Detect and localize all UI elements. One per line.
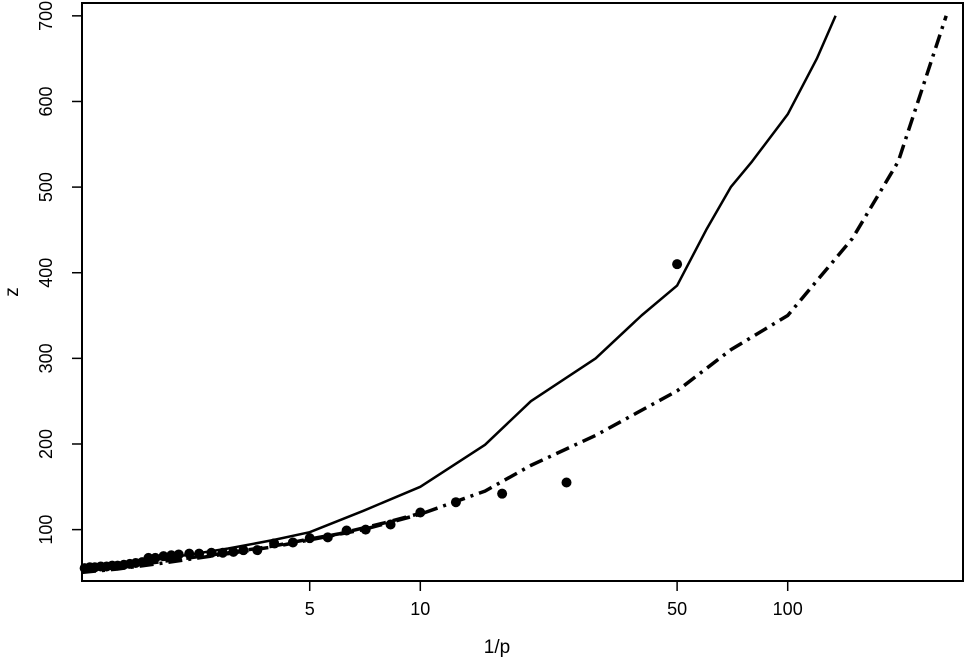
x-tick-label: 5 xyxy=(305,599,315,619)
data-point xyxy=(322,532,333,543)
series-line-dashdot xyxy=(81,15,948,575)
y-tick-label: 300 xyxy=(36,343,56,373)
x-tick-label: 50 xyxy=(667,599,687,619)
series-layer xyxy=(79,15,948,575)
series-line-solid xyxy=(81,15,837,572)
x-axis-title: 1/p xyxy=(484,637,510,658)
x-axis: 5 10 50 100 xyxy=(305,581,803,619)
x-tick-label: 10 xyxy=(410,599,430,619)
plot-frame xyxy=(81,2,964,582)
y-tick-label: 600 xyxy=(36,86,56,116)
y-axis-title: z xyxy=(2,287,23,297)
data-point xyxy=(672,259,683,270)
y-tick-label: 200 xyxy=(36,429,56,459)
data-point xyxy=(561,477,572,488)
y-axis: 100 200 300 400 500 600 700 xyxy=(36,1,82,545)
x-tick-label: 100 xyxy=(773,599,803,619)
y-tick-label: 400 xyxy=(36,258,56,288)
data-point xyxy=(497,488,508,499)
y-tick-label: 700 xyxy=(36,1,56,31)
y-tick-label: 100 xyxy=(36,515,56,545)
y-tick-label: 500 xyxy=(36,172,56,202)
